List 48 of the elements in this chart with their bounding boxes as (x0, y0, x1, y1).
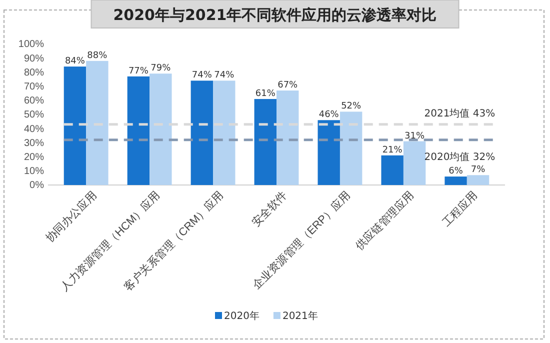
text: 52% (341, 102, 362, 112)
x-tick-label: 协同办公应用 (43, 188, 100, 245)
text: 74% (192, 70, 212, 81)
text: 77% (128, 66, 148, 76)
bar (340, 112, 362, 185)
bar (86, 60, 108, 185)
text: 21% (382, 145, 402, 156)
x-tick-label: 供应链管理应用 (352, 188, 417, 253)
text: 67% (278, 80, 298, 91)
y-tick-label: 20% (24, 152, 44, 163)
text: 31% (404, 131, 425, 142)
bar (190, 80, 214, 185)
legend-label: 2020年 (224, 310, 260, 322)
x-tick-label: 工程应用 (440, 188, 480, 230)
text: 88% (87, 50, 108, 61)
bar (127, 76, 150, 185)
bar (403, 141, 426, 185)
y-tick-label: 60% (24, 96, 44, 107)
legend-label: 2021年 (282, 310, 318, 322)
text: 74% (214, 70, 234, 81)
y-tick-label: 90% (24, 53, 44, 64)
bar (254, 98, 276, 185)
y-tick-label: 30% (24, 138, 44, 149)
ref-line-label: 2020均值 32% (424, 150, 496, 163)
y-tick-label: 40% (24, 124, 44, 135)
bar (276, 90, 299, 185)
y-tick-label: 100% (18, 39, 44, 50)
chart-title: 2020年与2021年不同软件应用的云渗透率对比 (113, 6, 437, 24)
text: 79% (150, 64, 171, 74)
text: 84% (64, 56, 85, 67)
text: 61% (255, 88, 276, 99)
bar (318, 120, 340, 185)
ref-line-label: 2021均值 43% (424, 107, 496, 120)
y-tick-label: 80% (24, 67, 44, 78)
y-tick-label: 0% (30, 180, 44, 192)
bar (444, 176, 467, 185)
text: 46% (318, 110, 339, 120)
y-tick-label: 70% (24, 82, 44, 92)
bar (466, 175, 490, 185)
bar (213, 80, 236, 185)
y-tick-label: 50% (24, 110, 44, 121)
bar (64, 66, 86, 185)
bar (150, 74, 172, 185)
y-tick-label: 10% (24, 166, 44, 178)
x-tick-label: 安全软件 (249, 188, 290, 230)
bar (381, 155, 404, 185)
text: 7% (470, 165, 486, 176)
text: 6% (448, 166, 463, 177)
